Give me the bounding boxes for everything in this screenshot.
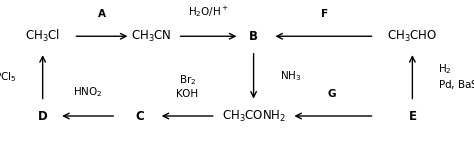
Text: E: E bbox=[409, 109, 416, 123]
Text: Br$_2$
KOH: Br$_2$ KOH bbox=[176, 73, 198, 99]
Text: C: C bbox=[136, 109, 144, 123]
Text: CH$_3$CHO: CH$_3$CHO bbox=[387, 29, 438, 44]
Text: D: D bbox=[38, 109, 47, 123]
Text: A: A bbox=[98, 9, 106, 19]
Text: CH$_3$CN: CH$_3$CN bbox=[131, 29, 172, 44]
Text: HNO$_2$: HNO$_2$ bbox=[73, 85, 102, 99]
Text: PCl$_5$: PCl$_5$ bbox=[0, 70, 17, 84]
Text: G: G bbox=[328, 89, 336, 99]
Text: F: F bbox=[321, 9, 328, 19]
Text: CH$_3$Cl: CH$_3$Cl bbox=[25, 28, 60, 44]
Text: H$_2$
Pd, BaSO$_4$: H$_2$ Pd, BaSO$_4$ bbox=[438, 62, 474, 92]
Text: H$_2$O/H$^+$: H$_2$O/H$^+$ bbox=[188, 4, 229, 19]
Text: B: B bbox=[249, 30, 258, 43]
Text: NH$_3$: NH$_3$ bbox=[280, 69, 301, 83]
Text: CH$_3$CONH$_2$: CH$_3$CONH$_2$ bbox=[221, 108, 286, 124]
